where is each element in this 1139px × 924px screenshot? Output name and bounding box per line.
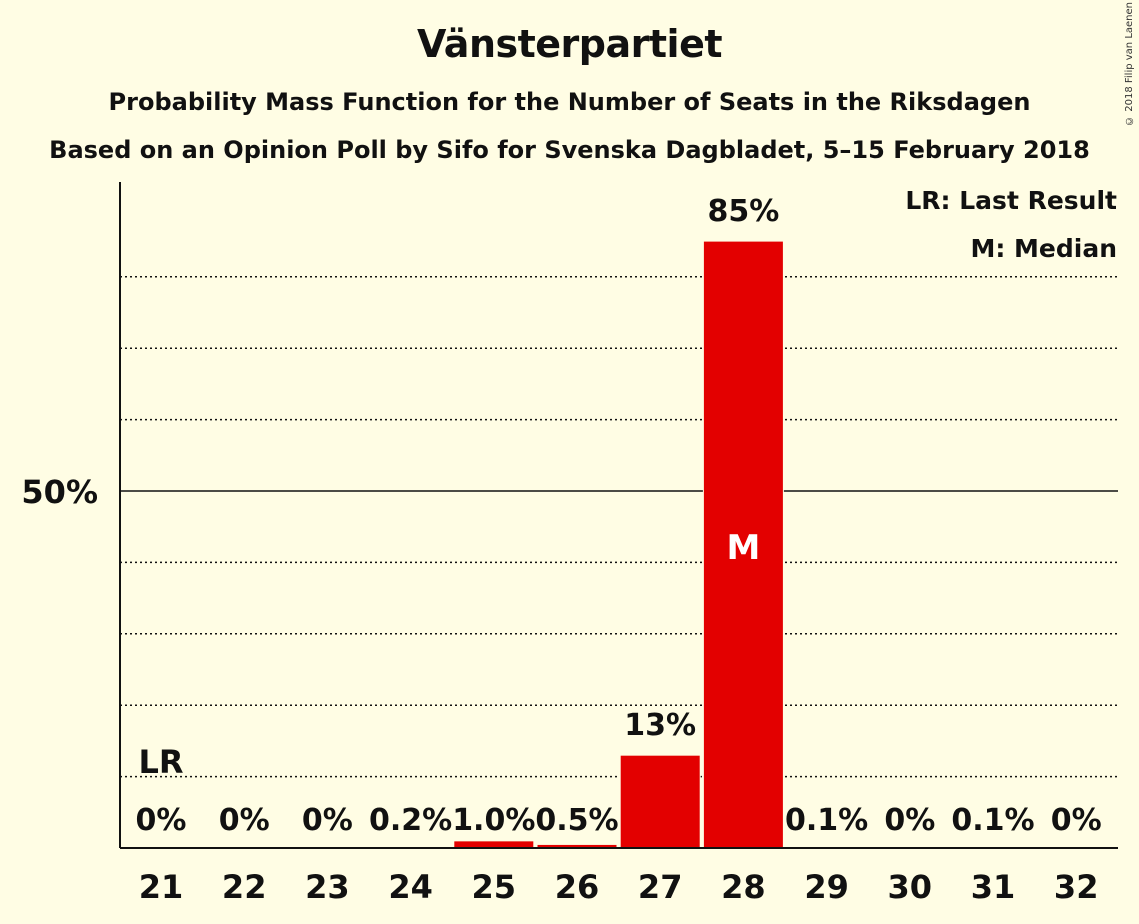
last-result-marker: LR [138,743,183,781]
data-label: 0% [219,803,270,838]
data-label: 0% [302,803,353,838]
x-tick-label: 25 [472,868,517,906]
x-tick-label: 26 [555,868,600,906]
data-label: 0% [1051,803,1102,838]
bar [453,840,535,849]
data-label: 0.1% [785,803,868,838]
x-tick-label: 22 [222,868,267,906]
x-tick-label: 32 [1054,868,1099,906]
y-tick-label: 50% [21,473,98,511]
data-label: 0% [136,803,187,838]
chart-source-line: Based on an Opinion Poll by Sifo for Sve… [49,136,1090,164]
data-label: 0.2% [369,803,452,838]
x-tick-label: 31 [971,868,1016,906]
data-label: 1.0% [452,803,535,838]
x-tick-label: 27 [638,868,683,906]
x-tick-label: 30 [888,868,933,906]
chart-title: Vänsterpartiet [416,22,723,66]
median-marker: M [726,528,760,568]
data-label: 0.1% [951,803,1034,838]
data-label: 0.5% [535,803,618,838]
chart-subtitle: Probability Mass Function for the Number… [108,88,1031,116]
bar [619,754,701,849]
legend-last-result: LR: Last Result [905,186,1117,215]
data-label: 13% [624,708,696,743]
bar [702,240,784,849]
x-tick-label: 29 [804,868,849,906]
x-tick-label: 23 [305,868,350,906]
x-tick-label: 21 [139,868,184,906]
data-label: 85% [707,194,779,229]
legend-median: M: Median [970,234,1117,263]
data-label: 0% [884,803,935,838]
x-tick-label: 24 [388,868,433,906]
x-tick-label: 28 [721,868,766,906]
